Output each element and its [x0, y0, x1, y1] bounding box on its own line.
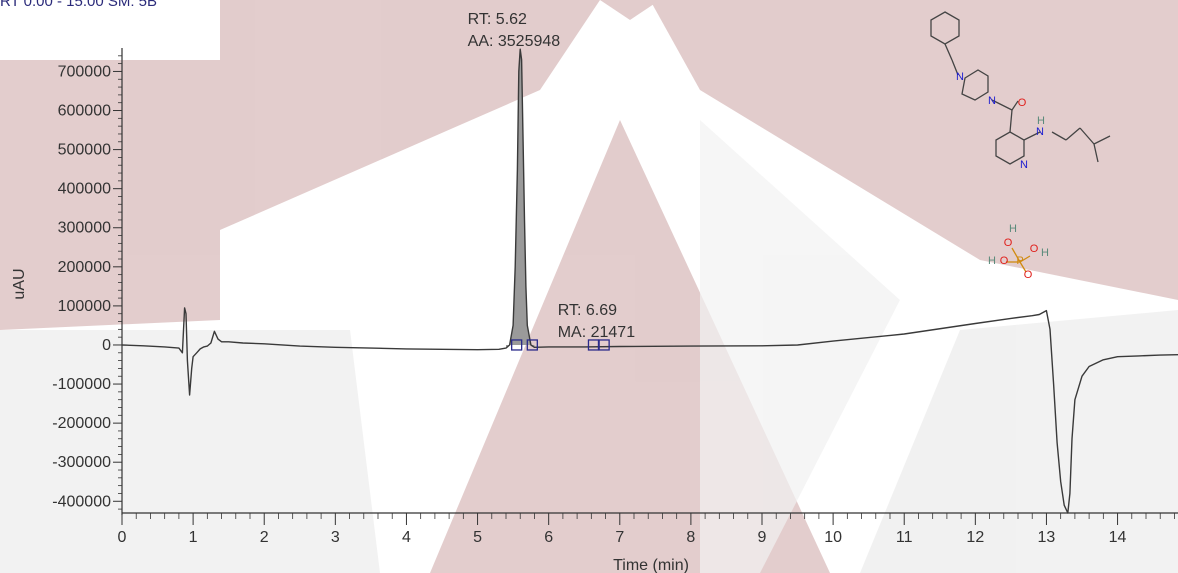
peak-rt-label: RT: 5.62	[468, 11, 527, 28]
axes: 7000006000005000004000003000002000001000…	[52, 48, 1178, 546]
x-tick-label: 0	[118, 529, 127, 546]
x-tick-label: 1	[189, 529, 198, 546]
piperazine-nicotinamide-structure	[930, 11, 1111, 165]
y-tick-label: 400000	[58, 181, 111, 198]
watermark-gray-shapes	[0, 120, 1178, 573]
atom-label: O	[1030, 243, 1039, 255]
y-tick-label: 200000	[58, 259, 111, 276]
x-tick-label: 9	[758, 529, 767, 546]
x-axis-title: Time (min)	[613, 557, 689, 573]
atom-label: H	[988, 255, 996, 267]
y-tick-label: 0	[102, 337, 111, 354]
y-tick-label: 100000	[58, 298, 111, 315]
x-tick-label: 5	[473, 529, 482, 546]
x-tick-label: 2	[260, 529, 269, 546]
y-tick-label: -300000	[52, 454, 111, 471]
atom-label: N	[1036, 126, 1044, 138]
x-tick-label: 11	[896, 529, 913, 546]
y-tick-label: 300000	[58, 220, 111, 237]
atom-label: O	[1004, 237, 1013, 249]
marker-layer	[511, 339, 610, 351]
atom-label: H	[1041, 247, 1049, 259]
x-tick-label: 6	[544, 529, 553, 546]
y-tick-label: -100000	[52, 376, 111, 393]
y-axis-title: uAU	[11, 268, 28, 299]
x-tick-label: 4	[402, 529, 411, 546]
peak-rt-label: RT: 6.69	[558, 302, 617, 319]
trace-layer	[121, 48, 1178, 514]
atom-label: N	[988, 95, 996, 107]
peak-area-label: AA: 3525948	[468, 33, 561, 50]
x-tick-label: 13	[1038, 529, 1056, 546]
y-tick-label: -400000	[52, 493, 111, 510]
x-tick-label: 7	[615, 529, 624, 546]
x-tick-label: 12	[966, 529, 984, 546]
integration-marker	[587, 339, 600, 351]
label-layer: RT: 5.62 AA: 3525948 RT: 6.69 MA: 21471	[468, 11, 636, 341]
atom-label: N	[956, 71, 964, 83]
integration-marker	[526, 339, 538, 351]
phosphoric-acid-structure	[1006, 247, 1031, 273]
header-text: RT 0.00 - 15.00 SM: 5B	[0, 0, 157, 10]
atom-label: P	[1016, 255, 1023, 267]
atom-label: O	[1000, 255, 1009, 267]
x-tick-label: 8	[686, 529, 695, 546]
chromatogram-trace	[121, 48, 1178, 514]
atom-label: O	[1024, 269, 1033, 281]
peak-area-fill	[506, 49, 535, 349]
integration-marker	[511, 339, 523, 351]
x-tick-label: 10	[824, 529, 842, 546]
y-tick-label: 700000	[58, 63, 111, 80]
y-tick-label: -200000	[52, 415, 111, 432]
integration-marker	[598, 339, 610, 351]
atom-label: H	[1009, 223, 1017, 235]
peak-area-label: MA: 21471	[558, 324, 635, 341]
y-tick-label: 600000	[58, 103, 111, 120]
y-tick-label: 500000	[58, 142, 111, 159]
atom-label: N	[1020, 159, 1028, 171]
atom-label: O	[1018, 97, 1027, 109]
x-tick-label: 3	[331, 529, 340, 546]
x-tick-label: 14	[1109, 529, 1127, 546]
atom-label: H	[1037, 115, 1045, 127]
